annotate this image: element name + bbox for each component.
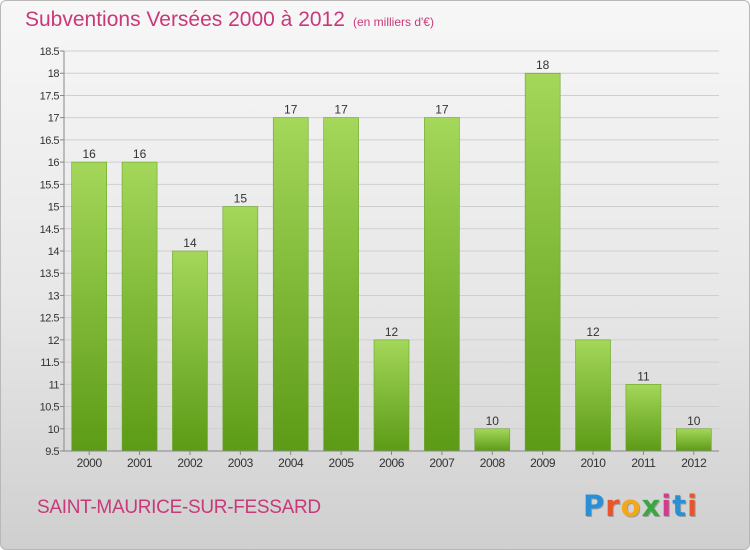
commune-name: SAINT-MAURICE-SUR-FESSARD: [37, 497, 321, 518]
bar-2006[interactable]: [373, 339, 410, 452]
x-tick-label: 2004: [278, 456, 304, 470]
y-tick-label: 14: [48, 246, 60, 258]
x-tick-label: 2006: [379, 456, 405, 470]
logo-letter: x: [641, 489, 662, 523]
data-label: 16: [133, 147, 147, 161]
y-tick-label: 11.5: [40, 357, 59, 369]
y-tick-label: 17: [48, 113, 60, 125]
logo-letter: i: [661, 489, 673, 523]
x-tick-label: 2007: [429, 456, 455, 470]
y-tick-label: 13.5: [40, 268, 60, 280]
y-tick-label: 12: [48, 335, 60, 347]
x-tick-label: 2011: [631, 456, 656, 470]
data-label: 17: [284, 103, 298, 117]
x-tick-label: 2000: [77, 456, 103, 470]
data-label: 15: [234, 192, 248, 206]
logo-letter: r: [605, 489, 621, 523]
x-tick-label: 2002: [177, 456, 203, 470]
y-tick-label: 15: [48, 202, 60, 214]
bar-2010[interactable]: [575, 339, 611, 452]
bar-2007[interactable]: [424, 117, 460, 452]
x-tick-label: 2008: [480, 456, 506, 470]
y-tick-label: 15.5: [40, 179, 60, 191]
y-tick-label: 10.5: [40, 402, 60, 414]
data-label: 14: [183, 236, 197, 250]
bar-2008[interactable]: [474, 428, 511, 452]
data-label: 12: [385, 325, 399, 339]
axes: 9.5 10 10.5 11 11.5 12 12.5 13 13.5 14 14.5 15 15.5 1…: [40, 46, 719, 470]
x-tick-label: 2009: [530, 456, 556, 470]
y-tick-label: 11: [49, 379, 60, 391]
bar-2000[interactable]: [71, 161, 107, 452]
y-tick-label: 12.5: [40, 313, 60, 325]
x-tick-label: 2012: [681, 456, 707, 470]
x-tick-label: 2005: [329, 456, 355, 470]
data-labels: 16 16 14 15 17 17 12 17 10 18 12 11 10: [83, 58, 701, 428]
y-tick-label: 18: [48, 68, 60, 80]
logo-letter: i: [687, 489, 699, 523]
x-tick-label: 2001: [127, 456, 153, 470]
y-tick-label: 18.5: [40, 46, 60, 58]
data-label: 17: [435, 103, 449, 117]
bar-2003[interactable]: [222, 206, 259, 452]
y-tick-label: 16: [48, 157, 60, 169]
y-tick-label: 13: [48, 290, 60, 302]
bars: [71, 72, 712, 452]
logo-letter: P: [583, 489, 606, 523]
bar-2012[interactable]: [676, 428, 712, 452]
y-tick-label: 10: [48, 424, 60, 436]
data-label: 17: [334, 103, 348, 117]
bar-2004[interactable]: [272, 117, 309, 452]
data-label: 11: [637, 369, 650, 383]
bar-2011[interactable]: [625, 384, 662, 452]
y-tick-label: 17.5: [40, 90, 60, 102]
chart-subtitle: (en milliers d'€): [353, 15, 434, 29]
logo-letter: o: [620, 489, 642, 523]
bar-2009[interactable]: [524, 72, 561, 452]
proxiti-logo[interactable]: Proxiti: [583, 489, 698, 523]
data-label: 10: [486, 414, 500, 428]
bar-2001[interactable]: [121, 161, 158, 452]
data-label: 16: [83, 147, 97, 161]
x-tick-label: 2003: [228, 456, 254, 470]
data-label: 12: [586, 325, 600, 339]
chart-title: Subventions Versées 2000 à 2012: [25, 8, 345, 31]
data-label: 10: [687, 414, 701, 428]
y-tick-label: 9.5: [45, 446, 59, 458]
bar-2005[interactable]: [323, 117, 359, 452]
x-tick-label: 2010: [580, 456, 606, 470]
y-tick-label: 16.5: [40, 135, 60, 147]
y-tick-label: 14.5: [40, 224, 60, 236]
data-label: 18: [536, 58, 550, 72]
logo-letter: t: [672, 489, 688, 523]
bar-2002[interactable]: [172, 250, 208, 452]
